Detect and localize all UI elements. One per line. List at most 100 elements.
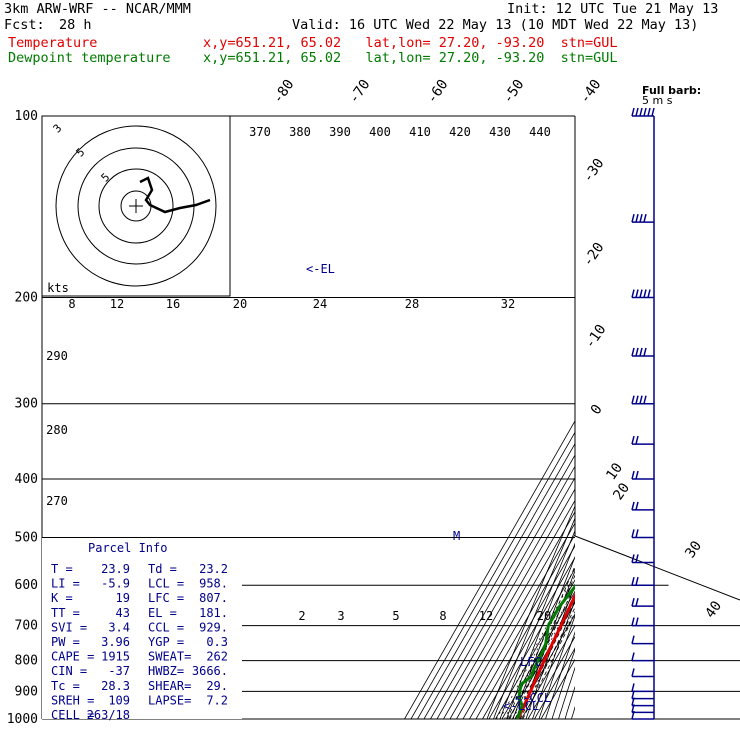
dry-adiabat	[604, 116, 740, 719]
hodograph-origin-marker	[129, 199, 143, 213]
wind-barb-flag	[635, 347, 639, 357]
dry-adiabat	[519, 569, 575, 719]
dry-adiabat	[538, 614, 575, 719]
wind-barb-flag	[635, 289, 639, 298]
isotherm	[521, 624, 575, 719]
dry-adiabat	[676, 116, 740, 719]
moist-adiabat	[514, 592, 575, 719]
dry-adiabat	[624, 116, 740, 719]
temperature-tick-label: 0	[588, 402, 606, 418]
parcel-info-label: TT =	[51, 606, 80, 620]
wind-barb-flag	[631, 435, 635, 445]
dry-adiabat	[689, 116, 740, 719]
parcel-info-value: 929.	[199, 620, 228, 634]
wind-barb-flag	[635, 598, 639, 607]
wind-barb-flag	[631, 347, 635, 357]
isotherm	[410, 431, 575, 719]
temperature-tick-label: 10	[603, 460, 626, 483]
parcel-info-label: T =	[51, 562, 73, 576]
hodograph-speed-label: 32	[501, 297, 515, 311]
pressure-label: 600	[15, 578, 38, 593]
parcel-info-label: PW =	[51, 635, 80, 649]
parcel-info-value: 19	[116, 591, 130, 605]
dry-adiabat	[643, 116, 740, 719]
isotherm	[423, 454, 575, 719]
parcel-info-label: EL =	[148, 606, 177, 620]
wind-barb-flag	[639, 214, 643, 223]
dry-adiabat	[669, 116, 740, 719]
wind-barb-flag	[635, 470, 639, 480]
temperature-tick-label: -80	[270, 77, 298, 107]
wind-barb-flag	[643, 395, 647, 404]
hodograph-speed-label: kts	[47, 281, 69, 295]
theta-label: 370	[249, 125, 271, 139]
parcel-info-value: 29.	[206, 679, 228, 693]
parcel-info-value: 263/18	[87, 708, 130, 722]
parcel-info-value: 23.2	[199, 562, 228, 576]
level-marker: LFC	[520, 655, 542, 669]
dry-adiabat	[564, 685, 575, 719]
wind-barb-flag	[643, 107, 647, 117]
isotherm	[404, 420, 575, 719]
hodograph-speed-label: 24	[313, 297, 327, 311]
dry-adiabat	[578, 116, 740, 719]
wind-barb-flag	[647, 289, 651, 298]
forecast-label: Fcst:	[4, 17, 45, 33]
parcel-info-value: 3.96	[101, 635, 130, 649]
theta-label: 290	[46, 349, 68, 363]
isotherm	[534, 647, 575, 719]
temperature-tick-label: 40	[702, 598, 725, 621]
parcel-info-value: -37	[108, 664, 130, 678]
pressure-label: 300	[15, 397, 38, 412]
parcel-info-value: 1915	[101, 650, 130, 664]
dry-adiabat	[499, 529, 575, 719]
wind-barb-flag	[635, 501, 639, 511]
parcel-info-label: CELL =	[51, 708, 94, 722]
mixing-ratio-label: 2	[298, 609, 305, 623]
parcel-info-label: SVI =	[51, 620, 87, 634]
hodograph-speed-label: 20	[233, 297, 247, 311]
wind-barb-flag	[631, 577, 635, 586]
level-marker: M	[453, 529, 460, 543]
moist-adiabat	[519, 606, 575, 719]
wind-barb-flag	[631, 470, 635, 480]
dry-adiabat	[630, 116, 740, 719]
temperature-legend: Temperature	[8, 35, 98, 51]
hodograph-ring	[98, 168, 174, 244]
isotherm	[495, 579, 575, 719]
background-isopleths	[404, 116, 740, 719]
level-marker: <-CCL	[515, 691, 551, 705]
model-title: 3km ARW-WRF -- NCAR/MMM	[4, 1, 191, 17]
pressure-label: 800	[15, 654, 38, 669]
mixing-ratio-label: 3	[337, 609, 344, 623]
parcel-info-label: LFC =	[148, 591, 184, 605]
barb-legend-title: Full barb:	[642, 84, 701, 97]
dry-adiabat	[598, 116, 740, 719]
isotherm	[469, 533, 575, 719]
dewpoint-legend: Dewpoint temperature	[8, 50, 171, 66]
pressure-label: 100	[15, 109, 38, 124]
parcel-info-background	[42, 538, 242, 719]
mixing-ratio-label: 8	[439, 609, 446, 623]
wind-barb-flag	[631, 107, 635, 117]
parcel-info-value: 0.3	[206, 635, 228, 649]
mixing-ratio-label: 20	[537, 609, 551, 623]
parcel-info-label: LI =	[51, 577, 80, 591]
level-marker: <-LCL	[503, 699, 539, 713]
wind-barb-flag	[631, 683, 635, 692]
hodograph-speed-label: 12	[110, 297, 124, 311]
parcel-info-value: 109	[108, 693, 130, 707]
wind-barb-flag	[639, 347, 643, 357]
isotherm	[449, 499, 575, 719]
wind-barb-flag	[635, 107, 639, 117]
mixing-ratio-label: 12	[479, 609, 493, 623]
dry-adiabat	[493, 517, 575, 719]
dry-adiabat	[558, 666, 575, 719]
wind-barb-flag	[631, 214, 635, 223]
parcel-info-label: CIN =	[51, 664, 87, 678]
dry-adiabat	[486, 505, 575, 719]
parcel-info-value: -5.9	[101, 577, 130, 591]
barb-legend-unit: 5 m s	[642, 94, 673, 107]
temperature-tick-label: -30	[580, 156, 608, 186]
